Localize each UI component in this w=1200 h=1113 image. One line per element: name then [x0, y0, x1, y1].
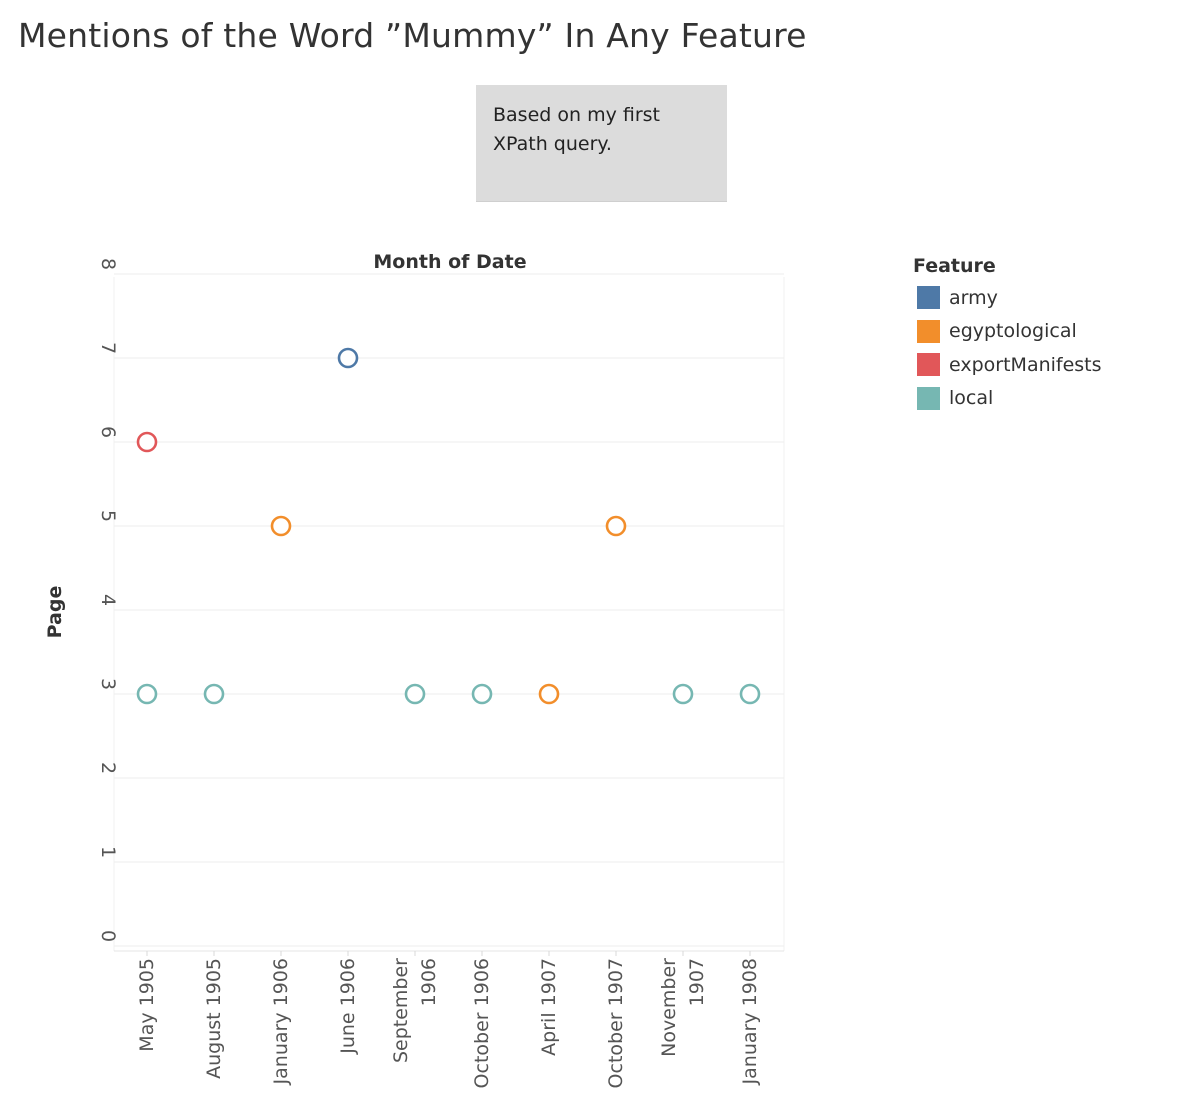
data-point-egyptological: [270, 515, 292, 537]
data-point-local: [739, 683, 761, 705]
x-tick-label: June 1906: [337, 958, 359, 1055]
data-point-egyptological: [538, 683, 560, 705]
annotation-line-1: Based on my first: [493, 104, 660, 126]
y-axis-title: Page: [44, 586, 66, 639]
data-point-local: [672, 683, 694, 705]
legend-label: army: [949, 286, 998, 309]
legend-label: exportManifests: [949, 353, 1102, 376]
annotation-box: Based on my first XPath query.: [476, 85, 727, 202]
y-tick-labels: 0 1 2 3 4 5 6 7 8: [97, 258, 119, 942]
y-tick-label: 7: [97, 342, 119, 354]
legend-item-egyptological[interactable]: egyptological: [913, 315, 1102, 349]
y-tick-label: 1: [97, 846, 119, 858]
x-tick-label: October 1906: [471, 958, 493, 1088]
x-tick-label: August 1905: [203, 958, 225, 1079]
x-tick-label: April 1907: [538, 958, 560, 1056]
data-point-local: [471, 683, 493, 705]
x-tick-label: 1906: [418, 958, 440, 1006]
y-tick-label: 3: [97, 678, 119, 690]
y-tick-label: 6: [97, 426, 119, 438]
axes: [113, 277, 785, 956]
data-point-local: [404, 683, 426, 705]
legend-swatch-exportmanifests: [917, 353, 940, 377]
y-tick-label: 2: [97, 762, 119, 774]
x-tick-label: January 1906: [270, 958, 292, 1085]
legend-swatch-local: [917, 386, 940, 410]
data-point-local: [203, 683, 225, 705]
legend-swatch-army: [917, 286, 940, 310]
gridlines: [114, 273, 784, 947]
legend-item-army[interactable]: army: [913, 281, 1102, 315]
data-point-exportmanifests: [136, 431, 158, 453]
legend-swatch-egyptological: [917, 319, 940, 343]
legend-label: local: [949, 387, 994, 410]
chart-title: Mentions of the Word ”Mummy” In Any Feat…: [18, 16, 807, 55]
x-tick-label: September: [390, 958, 412, 1063]
legend-label: egyptological: [949, 320, 1077, 343]
y-tick-label: 5: [97, 510, 119, 522]
x-tick-label: May 1905: [136, 958, 158, 1052]
annotation-line-2: XPath query.: [493, 133, 612, 155]
x-tick-label: October 1907: [605, 958, 627, 1088]
x-tick-label: November: [658, 958, 680, 1057]
legend-item-exportmanifests[interactable]: exportManifests: [913, 348, 1102, 382]
x-axis-title: Month of Date: [373, 251, 526, 273]
y-tick-label: 4: [97, 594, 119, 606]
y-tick-label: 8: [97, 258, 119, 270]
data-point-egyptological: [605, 515, 627, 537]
legend-title: Feature: [913, 255, 996, 277]
legend: Feature army egyptological exportManifes…: [913, 255, 1102, 415]
y-tick-label: 0: [97, 930, 119, 942]
x-tick-label: 1907: [686, 958, 708, 1006]
data-points: [136, 347, 761, 705]
data-point-local: [136, 683, 158, 705]
legend-item-local[interactable]: local: [913, 382, 1102, 416]
data-point-army: [337, 347, 359, 369]
x-tick-label: January 1908: [739, 958, 761, 1085]
x-tick-labels: May 1905 August 1905 January 1906 June 1906…: [136, 958, 761, 1089]
